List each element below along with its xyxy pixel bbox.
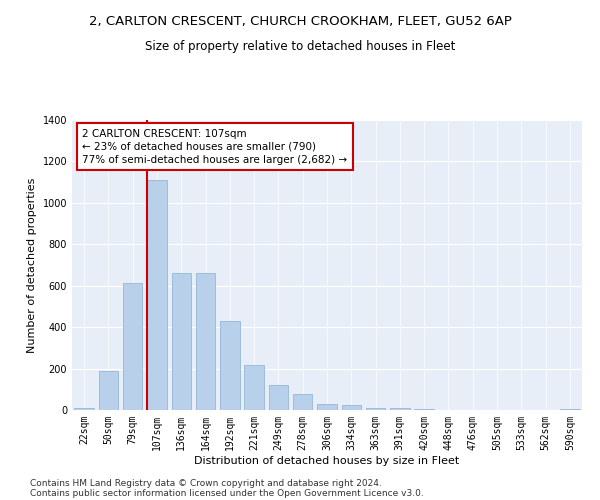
Text: Contains HM Land Registry data © Crown copyright and database right 2024.: Contains HM Land Registry data © Crown c… — [30, 478, 382, 488]
Y-axis label: Number of detached properties: Number of detached properties — [27, 178, 37, 352]
Bar — [415, 409, 434, 410]
Bar — [341, 405, 361, 410]
Bar — [269, 385, 288, 410]
Bar — [147, 180, 167, 410]
Bar — [220, 321, 239, 410]
Bar — [560, 409, 580, 410]
Text: 2, CARLTON CRESCENT, CHURCH CROOKHAM, FLEET, GU52 6AP: 2, CARLTON CRESCENT, CHURCH CROOKHAM, FL… — [89, 15, 511, 28]
Text: Contains public sector information licensed under the Open Government Licence v3: Contains public sector information licen… — [30, 488, 424, 498]
Bar — [390, 408, 410, 410]
Bar — [74, 408, 94, 410]
Bar — [172, 274, 191, 410]
Bar — [123, 282, 142, 410]
Text: 2 CARLTON CRESCENT: 107sqm
← 23% of detached houses are smaller (790)
77% of sem: 2 CARLTON CRESCENT: 107sqm ← 23% of deta… — [82, 128, 347, 165]
Bar — [293, 394, 313, 410]
X-axis label: Distribution of detached houses by size in Fleet: Distribution of detached houses by size … — [194, 456, 460, 466]
Bar — [366, 408, 385, 410]
Bar — [196, 274, 215, 410]
Bar — [244, 366, 264, 410]
Bar — [317, 404, 337, 410]
Text: Size of property relative to detached houses in Fleet: Size of property relative to detached ho… — [145, 40, 455, 53]
Bar — [99, 370, 118, 410]
